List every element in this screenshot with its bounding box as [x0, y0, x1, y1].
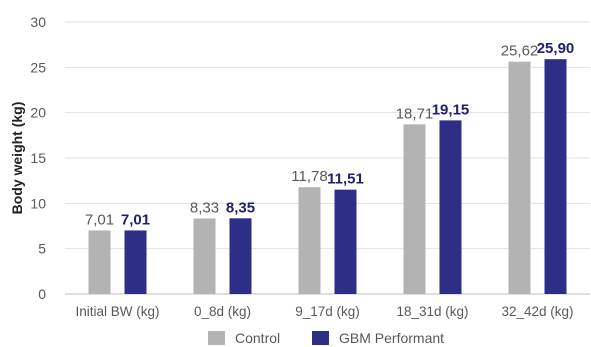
bar-gbm-performant	[124, 230, 147, 294]
legend: Control GBM Performant	[208, 330, 444, 346]
y-tick-label: 30	[30, 14, 46, 30]
x-tick-label: 32_42d (kg)	[501, 304, 573, 319]
x-axis-ticks: Initial BW (kg) 0_8d (kg) 9_17d (kg) 18_31d…	[75, 304, 573, 319]
bar-gbm-performant	[544, 59, 567, 294]
y-axis-title: Body weight (kg)	[9, 102, 25, 215]
data-label: 25,90	[537, 40, 575, 57]
y-tick-label: 20	[30, 105, 46, 121]
bar-gbm-performant	[439, 120, 462, 294]
bar-gbm-performant	[334, 189, 357, 294]
bar-control	[508, 61, 531, 294]
x-tick-label: 9_17d (kg)	[295, 304, 360, 319]
x-tick-label: 0_8d (kg)	[194, 304, 251, 319]
bar-control	[88, 230, 111, 294]
legend-label: GBM Performant	[339, 330, 444, 346]
y-tick-label: 0	[38, 286, 46, 302]
data-label: 7,01	[85, 211, 114, 228]
y-tick-label: 25	[30, 59, 46, 75]
data-label: 19,15	[432, 101, 470, 118]
legend-swatch	[312, 331, 329, 345]
y-tick-label: 5	[38, 241, 46, 257]
data-label: 25,62	[501, 43, 539, 60]
y-tick-label: 10	[30, 195, 46, 211]
data-label: 11,51	[327, 171, 364, 188]
y-axis-ticks: 0 5 10 15 20 25 30	[30, 14, 46, 302]
y-tick-label: 15	[30, 150, 46, 166]
data-label: 7,01	[121, 211, 150, 228]
x-tick-label: Initial BW (kg)	[75, 304, 159, 319]
bar-control	[193, 218, 216, 294]
bars	[88, 59, 567, 294]
data-label: 8,35	[226, 199, 255, 216]
data-label: 18,71	[396, 105, 434, 122]
legend-label: Control	[235, 330, 280, 346]
legend-swatch	[208, 331, 225, 345]
gridlines	[65, 21, 590, 295]
x-tick-label: 18_31d (kg)	[396, 304, 468, 319]
data-label: 8,33	[190, 199, 219, 216]
bar-gbm-performant	[229, 218, 252, 294]
bar-control	[403, 124, 426, 294]
bar-control	[298, 187, 321, 294]
data-label: 11,78	[291, 168, 327, 185]
